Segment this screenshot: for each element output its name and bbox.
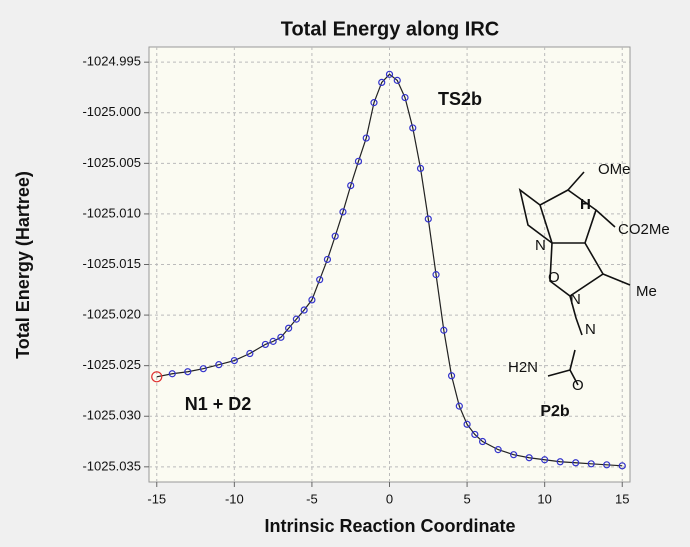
- x-axis-label: Intrinsic Reaction Coordinate: [264, 516, 515, 536]
- grid: -1024.995 -1025.000 -1025.005 -1025.010 -102…: [82, 47, 630, 506]
- atom-label: O: [572, 377, 584, 394]
- annotation: TS2b: [438, 89, 482, 109]
- data-point: [269, 337, 277, 345]
- bond: [547, 171, 631, 386]
- data-point: [556, 458, 564, 466]
- data-point: [378, 78, 386, 87]
- data-point: [292, 315, 301, 323]
- data-point: [440, 326, 448, 334]
- x-tick-label: 0: [386, 491, 393, 506]
- data-point: [230, 357, 238, 365]
- y-tick-label: -1025.025: [82, 357, 141, 372]
- molecule: OMe H CO2Me N O Me N N H2N O: [508, 161, 670, 394]
- atom-label: CO2Me: [618, 221, 670, 238]
- data-point: [471, 430, 479, 439]
- atom-label: H: [580, 196, 591, 213]
- data-point: [463, 420, 471, 428]
- data-point: [603, 461, 611, 469]
- data-point: [494, 446, 502, 454]
- x-tick-label: -10: [225, 491, 244, 506]
- y-tick-label: -1025.010: [82, 205, 141, 220]
- data-point: [151, 371, 163, 383]
- atom-label: Me: [636, 283, 657, 300]
- atom-label: N: [535, 237, 546, 254]
- data-point: [525, 454, 533, 462]
- atom-label: N: [585, 321, 596, 338]
- data-point: [246, 349, 254, 358]
- data-point: [277, 333, 285, 341]
- data-point: [618, 462, 626, 470]
- data-point: [447, 372, 456, 380]
- data-point: [316, 276, 324, 284]
- y-tick-label: -1025.015: [82, 256, 141, 271]
- data-point: [432, 271, 440, 279]
- data-point: [199, 365, 207, 373]
- x-tick-label: 5: [463, 491, 470, 506]
- data-point: [416, 164, 425, 172]
- data-point: [385, 70, 394, 78]
- chart-title: Total Energy along IRC: [281, 18, 500, 40]
- data-point: [572, 459, 580, 467]
- data-point: [215, 361, 223, 369]
- data-point: [331, 232, 339, 240]
- atom-label: N: [570, 291, 581, 308]
- y-tick-label: -1025.005: [82, 155, 141, 170]
- atom-label: H2N: [508, 359, 538, 376]
- x-tick-label: 10: [537, 491, 551, 506]
- y-tick-label: -1025.030: [82, 408, 141, 423]
- y-tick-label: -1024.995: [82, 54, 141, 69]
- data-point: [168, 370, 176, 378]
- data-point: [339, 208, 347, 216]
- atom-label: OMe: [598, 161, 631, 178]
- data-point: [393, 76, 401, 84]
- data-point: [261, 340, 269, 349]
- x-tick-label: -5: [306, 491, 318, 506]
- data-point: [510, 451, 518, 459]
- data-point: [587, 460, 595, 468]
- annotation: N1 + D2: [185, 394, 252, 414]
- data-point: [323, 255, 332, 264]
- data-point: [370, 99, 378, 107]
- data-point: [478, 437, 487, 446]
- ring-bond: [518, 188, 597, 244]
- data-point: [285, 324, 293, 332]
- y-axis-label: Total Energy (Hartree): [13, 171, 33, 359]
- data-point: [541, 456, 549, 464]
- atom-label: O: [548, 269, 560, 286]
- data-point: [362, 134, 370, 142]
- data-point: [347, 181, 355, 190]
- y-tick-label: -1025.020: [82, 307, 141, 322]
- data-point: [308, 296, 316, 304]
- y-tick-label: -1025.000: [82, 104, 141, 119]
- data-point: [354, 157, 363, 165]
- annotation: P2b: [540, 403, 570, 420]
- data-point: [424, 215, 432, 223]
- y-tick-label: -1025.035: [82, 458, 141, 473]
- x-tick-label: -15: [147, 491, 166, 506]
- marks: [151, 70, 626, 470]
- data-point: [455, 402, 463, 410]
- x-tick-label: 15: [615, 491, 629, 506]
- data-point: [409, 124, 417, 132]
- data-point: [184, 368, 192, 376]
- data-point: [300, 306, 308, 314]
- data-point: [401, 93, 409, 102]
